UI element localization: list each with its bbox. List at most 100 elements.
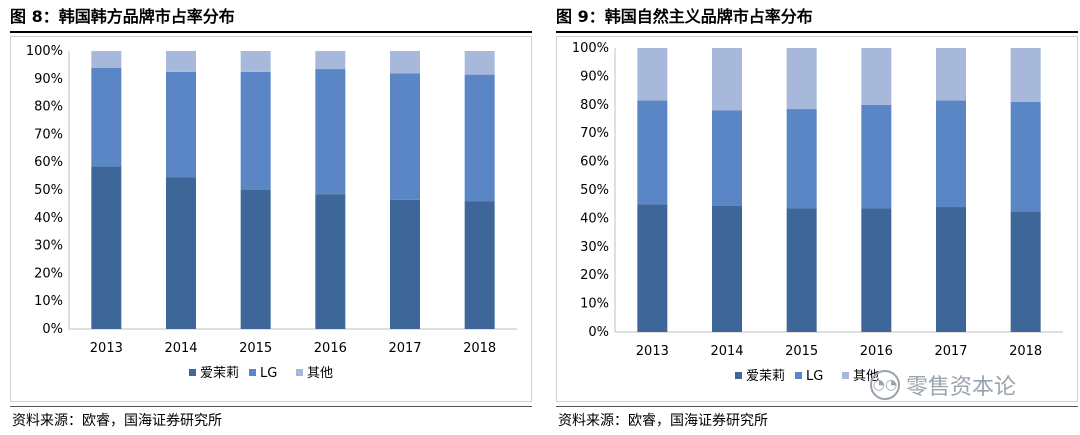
x-tick-label: 2014 xyxy=(164,341,197,356)
figure-9-panel: 图 9：韩国自然主义品牌市占率分布 0% 10% 20% 30% 40% 50% 60% 70… xyxy=(556,0,1080,435)
bar-segment-1 xyxy=(936,207,966,332)
figure-8-chart: 0% 10% 20% 30% 40% 50% 60% 70% 80% 90% 100% 2013 201… xyxy=(26,44,517,381)
bar-segment-3 xyxy=(315,51,346,70)
y-tick-label: 100% xyxy=(26,44,63,59)
x-tick-label: 2015 xyxy=(785,344,818,359)
x-tick-label: 2018 xyxy=(463,341,496,356)
figure-9-source-rule xyxy=(556,406,1078,407)
figure-9-source: 资料来源：欧睿，国海证券研究所 xyxy=(558,413,768,429)
y-tick-label: 40% xyxy=(34,211,63,226)
bar-segment-3 xyxy=(91,51,122,68)
bar-segment-3 xyxy=(240,51,271,72)
legend-swatch xyxy=(249,369,256,376)
x-tick-label: 2016 xyxy=(314,341,347,356)
y-tick-label: 100% xyxy=(572,41,609,56)
bar-segment-1 xyxy=(637,204,668,332)
watermark-text: 零售资本论 xyxy=(906,375,1017,400)
x-tick-label: 2017 xyxy=(388,341,421,356)
bar-segment-3 xyxy=(464,51,495,75)
bar-segment-3 xyxy=(786,48,817,110)
legend: 爱茉莉 LG 其他 xyxy=(189,366,333,381)
bar-segment-1 xyxy=(240,190,271,329)
bar-segment-1 xyxy=(91,166,122,329)
bar-segment-1 xyxy=(464,201,495,329)
legend-swatch xyxy=(296,369,303,376)
y-tick-label: 70% xyxy=(34,127,63,142)
y-tick-label: 30% xyxy=(580,240,609,255)
legend-swatch xyxy=(795,372,802,379)
wechat-icon: ◔◔ xyxy=(870,370,900,400)
bar-segment-2 xyxy=(936,100,966,208)
x-tick-label: 2018 xyxy=(1009,344,1042,359)
x-tick-label: 2017 xyxy=(934,344,967,359)
y-tick-label: 70% xyxy=(580,126,609,141)
legend-label: 爱茉莉 xyxy=(746,369,785,384)
figure-8-source-rule xyxy=(10,406,532,407)
bar-segment-2 xyxy=(91,67,122,167)
legend-swatch xyxy=(189,369,196,376)
figure-9-title: 图 9：韩国自然主义品牌市占率分布 xyxy=(556,7,813,26)
figure-9-title-rule xyxy=(556,31,1078,33)
legend-label: 其他 xyxy=(307,366,333,381)
y-tick-label: 90% xyxy=(580,69,609,84)
bar-segment-2 xyxy=(315,69,346,195)
bar-segment-2 xyxy=(464,74,495,202)
bar-segment-3 xyxy=(390,51,420,74)
watermark: ◔◔ 零售资本论 xyxy=(870,367,1016,403)
bar-segment-2 xyxy=(390,73,420,200)
legend-label: LG xyxy=(260,366,277,381)
bar-segment-1 xyxy=(712,205,742,332)
y-tick-label: 10% xyxy=(580,297,609,312)
y-tick-label: 40% xyxy=(580,211,609,226)
bar-segment-1 xyxy=(786,208,817,332)
bar-segment-2 xyxy=(861,104,892,209)
bar-segment-3 xyxy=(861,48,892,105)
y-tick-label: 60% xyxy=(34,155,63,170)
legend-label: 爱茉莉 xyxy=(200,366,239,381)
bar-segment-1 xyxy=(390,199,420,329)
figure-8-panel: 图 8：韩国韩方品牌市占率分布 0% 10% 20% 30% 40% 50% 60% 70% 8… xyxy=(10,0,540,435)
bar-segment-1 xyxy=(315,194,346,329)
y-tick-label: 20% xyxy=(34,266,63,281)
x-tick-label: 2013 xyxy=(90,341,123,356)
figure-8-title: 图 8：韩国韩方品牌市占率分布 xyxy=(10,7,235,26)
y-tick-label: 50% xyxy=(580,183,609,198)
figure-8-title-rule xyxy=(10,31,532,33)
y-tick-label: 80% xyxy=(34,100,63,115)
x-tick-label: 2014 xyxy=(710,344,743,359)
y-tick-label: 50% xyxy=(34,183,63,198)
legend: 爱茉莉 LG 其他 xyxy=(735,369,879,384)
legend-label: LG xyxy=(806,369,823,384)
bar-segment-2 xyxy=(637,100,668,205)
bar-segment-1 xyxy=(166,177,196,329)
y-tick-label: 0% xyxy=(588,325,609,340)
bar-segment-3 xyxy=(936,48,966,101)
x-tick-label: 2013 xyxy=(636,344,669,359)
y-tick-label: 60% xyxy=(580,155,609,170)
y-tick-label: 80% xyxy=(580,98,609,113)
legend-swatch xyxy=(735,372,742,379)
figure-9-chart: 0% 10% 20% 30% 40% 50% 60% 70% 80% 90% 100% 2013 201… xyxy=(572,41,1063,384)
x-tick-label: 2016 xyxy=(860,344,893,359)
figure-8-source: 资料来源：欧睿，国海证券研究所 xyxy=(12,413,222,429)
y-tick-label: 10% xyxy=(34,294,63,309)
bar-segment-2 xyxy=(240,71,271,190)
bar-segment-2 xyxy=(166,71,196,178)
bar-segment-1 xyxy=(861,208,892,332)
figure-9-chart-frame: 0% 10% 20% 30% 40% 50% 60% 70% 80% 90% 100% 2013 201… xyxy=(556,36,1078,402)
bar-segment-3 xyxy=(712,48,742,111)
y-tick-label: 30% xyxy=(34,239,63,254)
y-tick-label: 0% xyxy=(42,322,63,337)
bar-segment-2 xyxy=(1010,101,1041,212)
figure-8-chart-frame: 0% 10% 20% 30% 40% 50% 60% 70% 80% 90% 100% 2013 201… xyxy=(10,36,532,402)
y-tick-label: 90% xyxy=(34,72,63,87)
bar-segment-3 xyxy=(166,51,196,72)
x-tick-label: 2015 xyxy=(239,341,272,356)
legend-swatch xyxy=(842,372,849,379)
bar-segment-2 xyxy=(712,110,742,206)
bar-segment-3 xyxy=(637,48,668,101)
bar-segment-2 xyxy=(786,109,817,209)
bar-segment-3 xyxy=(1010,48,1041,102)
y-tick-label: 20% xyxy=(580,268,609,283)
bar-segment-1 xyxy=(1010,211,1041,332)
